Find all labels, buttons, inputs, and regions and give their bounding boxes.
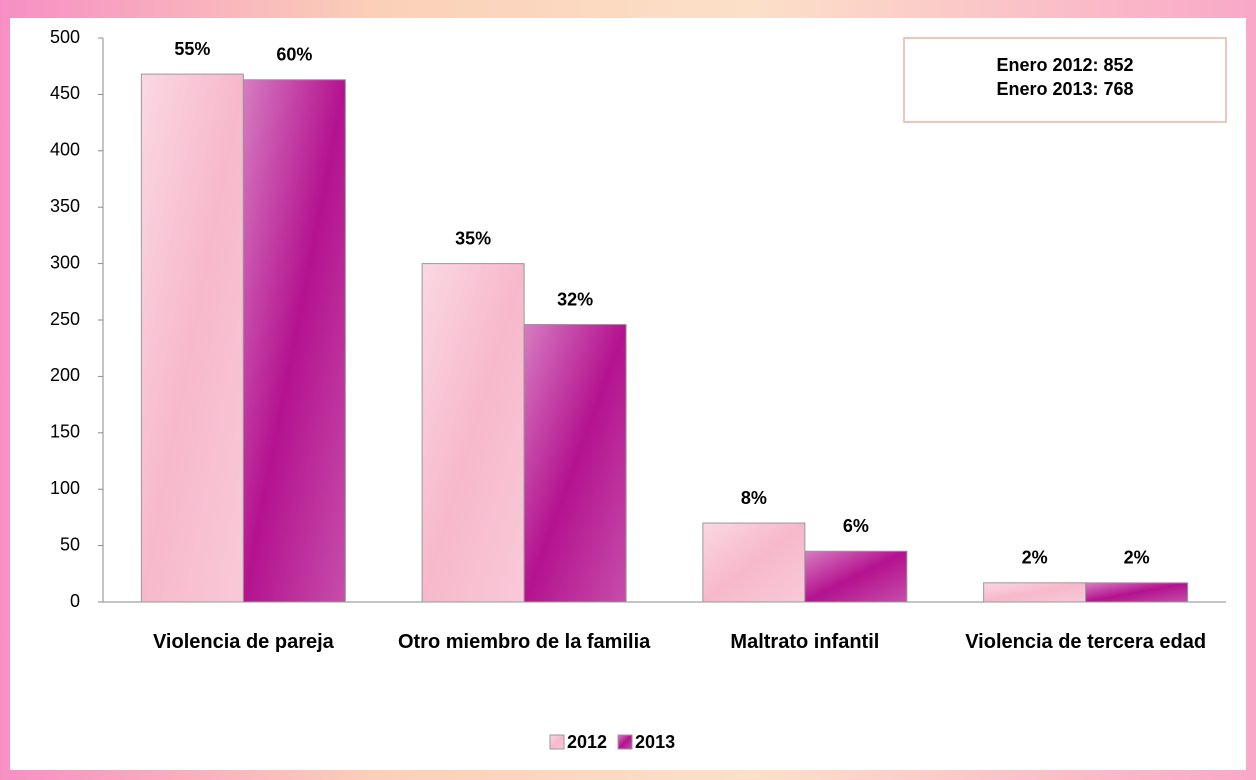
bar — [703, 523, 805, 602]
y-tick-label: 0 — [70, 591, 80, 611]
y-tick-label: 350 — [50, 196, 80, 216]
data-label: 2% — [1022, 548, 1048, 568]
y-tick-label: 500 — [50, 27, 80, 47]
x-tick-label: Otro miembro de la familia — [394, 628, 654, 656]
bar — [805, 551, 907, 602]
annotation: Enero 2013: 768 — [996, 79, 1133, 99]
bar — [422, 264, 524, 602]
bar — [141, 74, 243, 602]
y-tick-label: 450 — [50, 83, 80, 103]
bar — [524, 325, 626, 602]
y-tick-label: 300 — [50, 252, 80, 272]
legend-label: 2013 — [635, 732, 675, 752]
data-label: 6% — [843, 516, 869, 536]
y-tick-label: 50 — [60, 534, 80, 554]
bar — [984, 583, 1086, 602]
data-label: 60% — [276, 44, 312, 64]
y-tick-label: 200 — [50, 365, 80, 385]
chart: Enero 2012: 852 Enero 2013: 768 0 50 100 15… — [0, 0, 1256, 780]
legend-swatch — [550, 735, 564, 749]
x-tick-label: Maltrato infantil — [675, 628, 935, 656]
page: Enero 2012: 852 Enero 2013: 768 0 50 100 15… — [0, 0, 1256, 780]
x-tick-label: Violencia de pareja — [113, 628, 373, 656]
data-label: 8% — [741, 488, 767, 508]
y-tick-label: 250 — [50, 309, 80, 329]
x-tick-label: Violencia de tercera edad — [956, 628, 1216, 656]
legend-swatch — [618, 735, 632, 749]
data-label: 55% — [174, 39, 210, 59]
bar — [243, 80, 345, 602]
bar — [1086, 583, 1188, 602]
y-tick-label: 100 — [50, 478, 80, 498]
data-label: 32% — [557, 289, 593, 309]
y-tick-label: 400 — [50, 140, 80, 160]
annotation: Enero 2012: 852 — [996, 55, 1133, 75]
data-label: 35% — [455, 228, 491, 248]
data-label: 2% — [1124, 548, 1150, 568]
legend-label: 2012 — [567, 732, 607, 752]
y-tick-label: 150 — [50, 422, 80, 442]
